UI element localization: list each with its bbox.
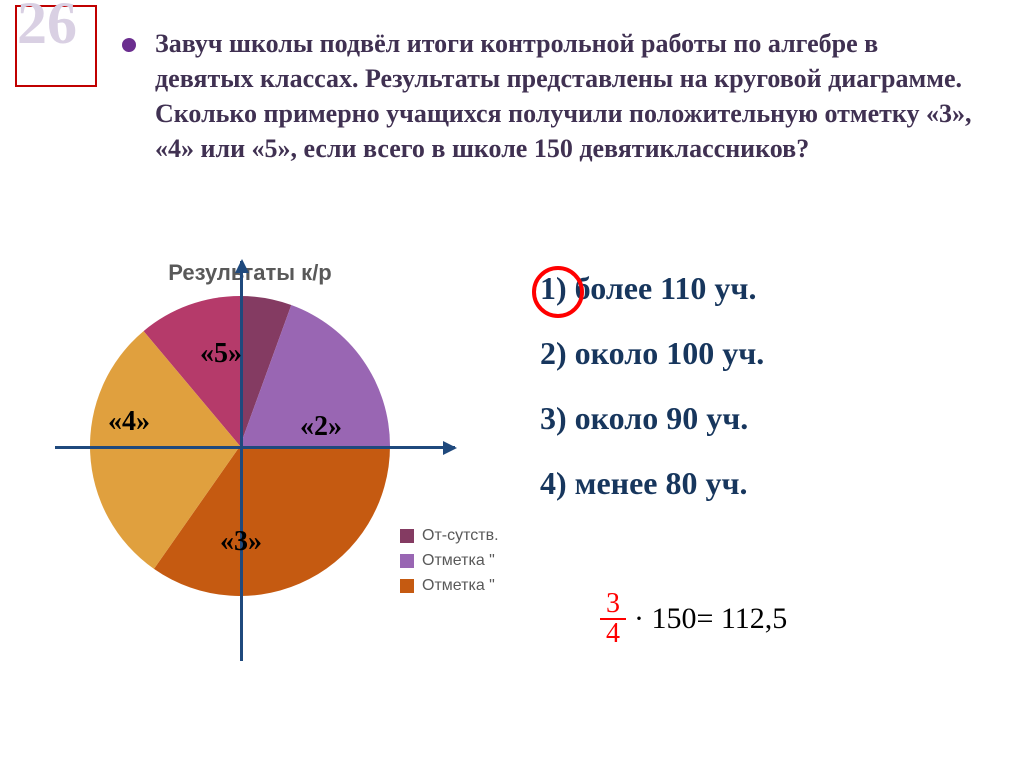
legend: От-сутств. Отметка " Отметка " (400, 526, 512, 602)
answer-options: 1) более 110 уч. 2) около 100 уч. 3) около… (540, 270, 764, 530)
answer-option: 3) около 90 уч. (540, 400, 764, 437)
bullet-icon (122, 38, 136, 52)
legend-swatch (400, 579, 414, 593)
axis-horizontal (55, 446, 455, 449)
slice-label: «3» (220, 526, 262, 558)
chart-region: Результаты к/р «5»«2»«3»«4» От-сутств.От… (50, 260, 490, 760)
numerator: 3 (600, 590, 626, 620)
calculation: 3 4 · 150= 112,5 (600, 590, 787, 648)
answer-option: 2) около 100 уч. (540, 335, 764, 372)
question-text: Завуч школы подвёл итоги контрольной раб… (155, 26, 975, 166)
page-number-box: 26 (15, 5, 97, 87)
page-number: 26 (17, 0, 77, 58)
slice-label: «4» (108, 406, 150, 438)
legend-text: Отметка " (422, 576, 512, 595)
legend-swatch (400, 529, 414, 543)
fraction: 3 4 (600, 590, 626, 648)
legend-swatch (400, 554, 414, 568)
legend-text: Отметка " (422, 551, 512, 570)
slice-label: «2» (300, 411, 342, 443)
denominator: 4 (600, 620, 626, 648)
axis-vertical (240, 261, 243, 661)
calc-rest: · 150= 112,5 (634, 602, 787, 636)
legend-row: От-сутств. (400, 526, 512, 545)
legend-row: Отметка " (400, 551, 512, 570)
slice-label: «5» (200, 338, 242, 370)
answer-option: 4) менее 80 уч. (540, 465, 764, 502)
pie-chart: «5»«2»«3»«4» От-сутств.Отметка "Отметка … (90, 296, 390, 596)
legend-text: От-сутств. (422, 526, 512, 545)
correct-circle-icon (532, 266, 584, 318)
chart-title: Результаты к/р (10, 260, 490, 286)
answer-option: 1) более 110 уч. (540, 270, 764, 307)
legend-row: Отметка " (400, 576, 512, 595)
